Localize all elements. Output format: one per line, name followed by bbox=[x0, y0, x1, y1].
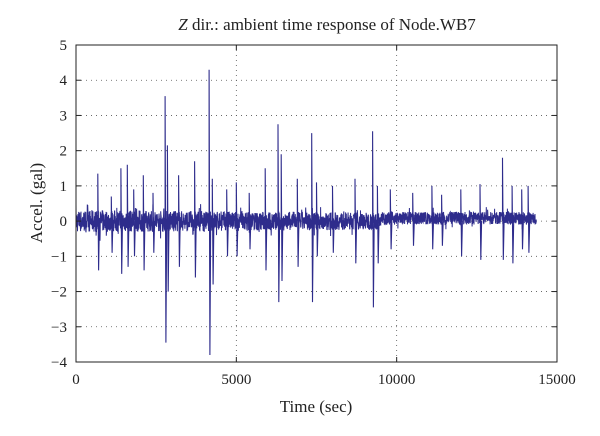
signal-spike bbox=[208, 69, 212, 356]
x-axis-label: Time (sec) bbox=[280, 397, 353, 416]
title-italic-part: Z bbox=[178, 15, 188, 34]
y-tick-label: 2 bbox=[60, 144, 68, 160]
signal-spike bbox=[226, 189, 229, 257]
signal-spike bbox=[152, 192, 156, 253]
signal-spike bbox=[376, 185, 380, 264]
signal-spike bbox=[133, 189, 136, 257]
signal-spike bbox=[441, 194, 444, 246]
signal-spike bbox=[315, 182, 319, 257]
title: Z dir.: ambient time response of Node.WB… bbox=[178, 15, 476, 34]
signal-spike bbox=[166, 145, 170, 292]
x-tick-label: 5000 bbox=[221, 372, 251, 388]
signal-spike bbox=[211, 178, 215, 285]
signal-spike bbox=[280, 154, 284, 282]
signal-spike bbox=[194, 161, 197, 278]
x-tick-label: 10000 bbox=[378, 372, 416, 388]
signal-spike bbox=[511, 185, 515, 264]
signal-spike bbox=[235, 182, 239, 257]
y-axis-ticks: −4 −3 −2 −1 0 1 2 3 4 5 bbox=[51, 38, 557, 371]
y-tick-label: −2 bbox=[51, 285, 67, 301]
signal-spike bbox=[126, 164, 130, 267]
signal-spike bbox=[501, 157, 505, 260]
y-tick-label: −1 bbox=[51, 249, 67, 265]
plot-frame bbox=[75, 44, 558, 363]
signal-spike bbox=[479, 184, 483, 260]
signal-spike bbox=[277, 124, 281, 303]
signal-spike bbox=[460, 189, 463, 257]
title-rest-part: dir.: ambient time response of Node.WB7 bbox=[188, 15, 476, 34]
x-tick-label: 15000 bbox=[538, 372, 576, 388]
signal-spike bbox=[248, 192, 252, 250]
y-tick-label: −3 bbox=[51, 320, 67, 336]
signal-spike bbox=[164, 96, 168, 343]
signal-spike bbox=[296, 178, 300, 267]
signal-spike bbox=[354, 178, 358, 264]
signal-spike bbox=[331, 185, 335, 253]
y-axis-label: Accel. (gal) bbox=[27, 163, 46, 243]
signal-spike bbox=[110, 196, 114, 253]
y-tick-label: 4 bbox=[60, 73, 68, 89]
y-tick-label: 5 bbox=[60, 38, 68, 54]
signal-line bbox=[75, 69, 537, 356]
signal-spike bbox=[412, 192, 415, 246]
signal-spike bbox=[142, 175, 146, 271]
signal-spike bbox=[372, 131, 375, 308]
signal-spike bbox=[120, 168, 124, 274]
signal-spike bbox=[311, 133, 314, 303]
y-tick-label: 3 bbox=[60, 108, 68, 124]
x-axis-ticks: 0 5000 10000 15000 bbox=[72, 45, 576, 388]
signal-spike bbox=[97, 173, 100, 271]
y-tick-label: 0 bbox=[60, 214, 68, 230]
signal-spike bbox=[527, 185, 531, 253]
signal-spike bbox=[521, 189, 524, 250]
y-tick-label: 1 bbox=[60, 179, 68, 195]
svg-text:Z dir.: ambient time response: Z dir.: ambient time response of Node.WB… bbox=[178, 15, 476, 34]
grid bbox=[76, 45, 557, 362]
signal-spike bbox=[431, 185, 435, 250]
signal-spike bbox=[178, 175, 181, 267]
signal-spike bbox=[389, 189, 393, 250]
x-tick-label: 0 bbox=[72, 372, 80, 388]
y-tick-label: −4 bbox=[51, 355, 67, 371]
signal-spike bbox=[264, 168, 268, 271]
